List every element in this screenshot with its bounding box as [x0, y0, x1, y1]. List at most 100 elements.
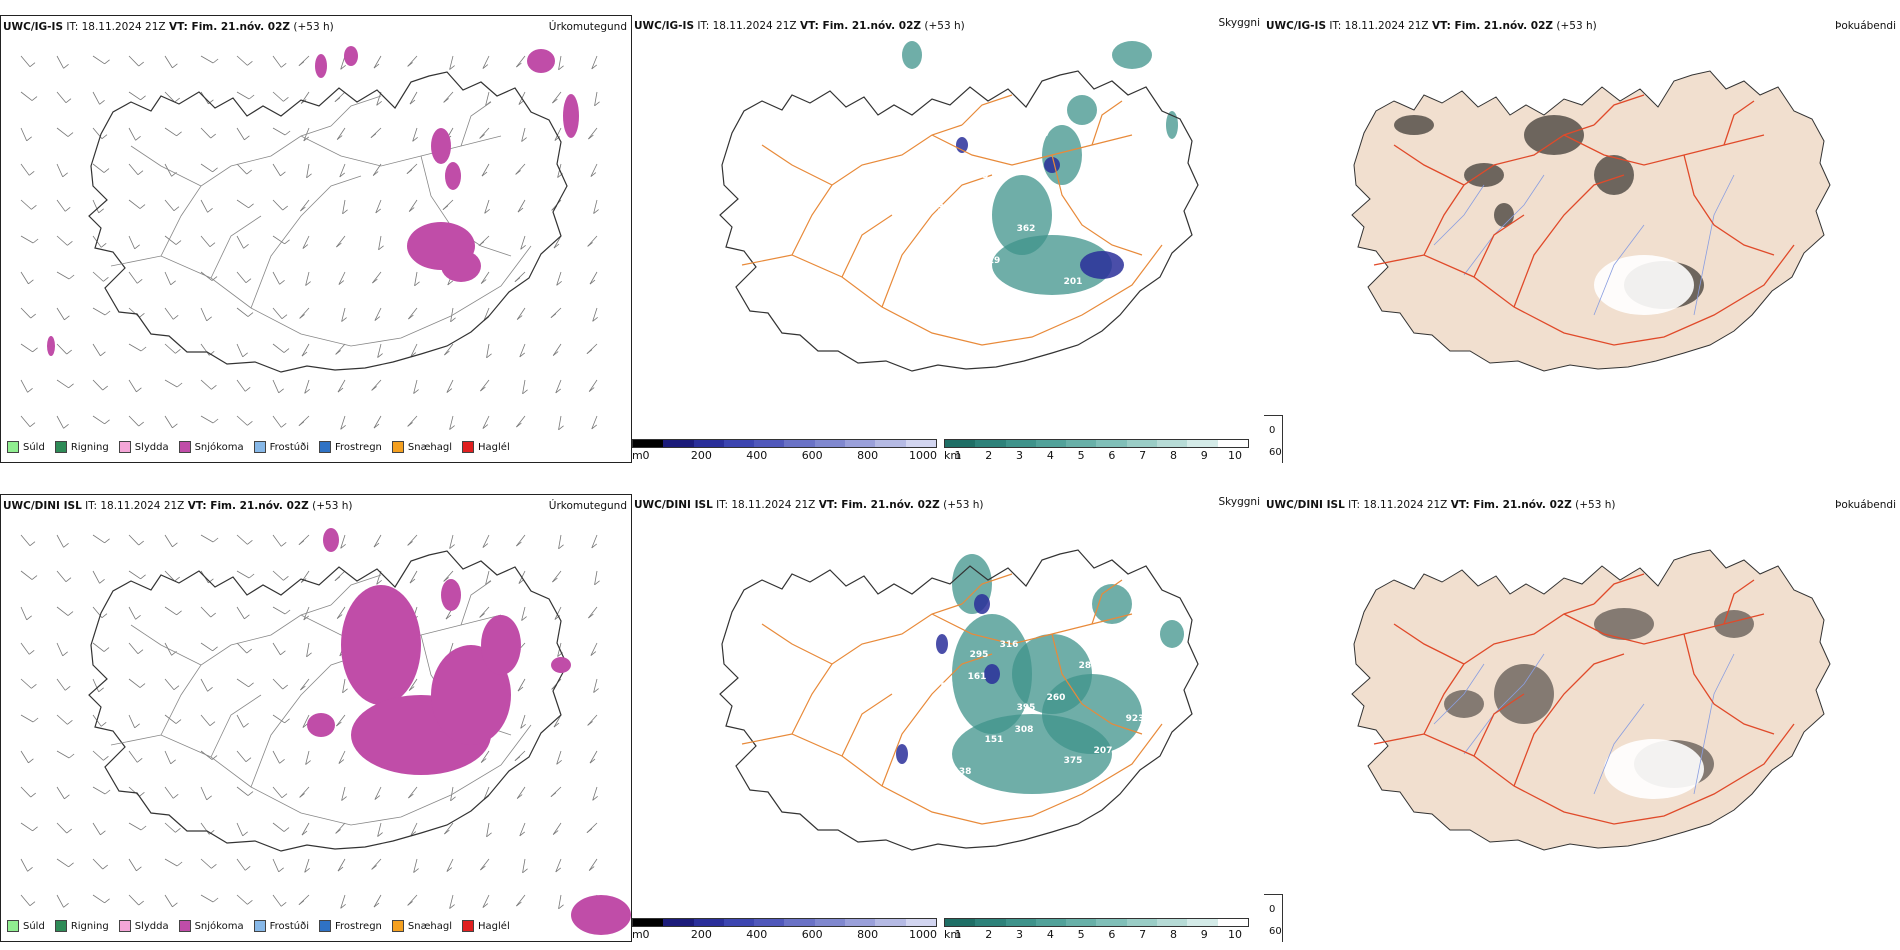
legend-label: Snæhagl — [407, 920, 453, 932]
scale-bar — [632, 439, 937, 448]
legend-item: Frostregn — [319, 441, 382, 453]
iceland-land — [1351, 549, 1831, 851]
legend-item: Rigning — [54, 920, 109, 932]
value-labels: 284 295 395 375 37 97 151 216 289 923 138 316 260 207… — [923, 597, 1160, 777]
scale-tick: 5 — [1077, 449, 1085, 462]
valid-time: VT: Fim. 21.nóv. 02Z — [187, 500, 309, 512]
valid-time: VT: Fim. 21.nóv. 02Z — [1431, 20, 1554, 32]
scale-swatch — [845, 440, 876, 447]
fog-map[interactable] — [1264, 494, 1900, 942]
road-network — [741, 573, 1163, 825]
lead-time: (+53 h) — [1556, 20, 1597, 32]
scale-tick: 7 — [1139, 928, 1147, 941]
scale-swatch — [1126, 919, 1158, 926]
scale-unit: km — [944, 449, 962, 462]
value-label: 97 — [941, 682, 954, 692]
legend-item: Rigning — [54, 441, 109, 453]
km-scale: km 1 2 3 4 5 6 7 8 9 10 — [944, 439, 1249, 463]
value-label: 201 — [1064, 277, 1083, 287]
scale-tick: 3 — [1016, 928, 1024, 941]
precip-map[interactable] — [1, 16, 632, 463]
scale-tick: 0 — [642, 928, 650, 941]
legend-item: Snjókoma — [178, 441, 244, 453]
scale-bar — [632, 918, 937, 927]
scale-tick: 400 — [746, 449, 768, 462]
scale-swatch — [1126, 440, 1158, 447]
snow-depth-panel-row2: UWC/DINI ISL IT: 18.11.2024 21Z VT: Fim.… — [632, 494, 1264, 942]
legend-item: Slydda — [118, 441, 169, 453]
value-label: 83 — [1129, 235, 1142, 245]
init-time: IT: 18.11.2024 21Z — [716, 499, 816, 511]
precip-map[interactable] — [1, 495, 632, 942]
value-labels: 384 105 362 201 19 328 19 207 195 83 60 — [923, 118, 1142, 298]
snow-depth-panel-row1: UWC/IG-IS IT: 18.11.2024 21Z VT: Fim. 21… — [632, 15, 1264, 463]
snow-depth-map[interactable]: 2842953953753797151216289923138316260207… — [632, 494, 1264, 942]
snow-areas — [47, 46, 579, 356]
panel-title: Úrkomutegund — [548, 500, 627, 512]
lead-time: (+53 h) — [943, 499, 984, 511]
legend-swatch — [118, 441, 131, 453]
legend-label: Snæhagl — [407, 441, 453, 453]
scale-tick: 9 — [1200, 449, 1208, 462]
scale-tick: 6 — [1108, 928, 1116, 941]
legend-swatch — [319, 441, 331, 453]
scale-tick: 10 — [1228, 928, 1242, 941]
scale-swatch — [693, 440, 724, 447]
scale-swatch — [814, 440, 846, 447]
lead-time: (+53 h) — [1575, 499, 1616, 511]
valid-time: VT: Fim. 21.nóv. 02Z — [818, 499, 940, 511]
scale-swatch — [1066, 440, 1097, 447]
legend-swatch — [178, 920, 191, 932]
scale-swatch — [1096, 440, 1127, 447]
legend-swatch — [178, 441, 191, 453]
scale-swatch — [1217, 919, 1248, 926]
km-scale: km 1 2 3 4 5 6 7 8 9 10 — [944, 918, 1249, 942]
value-label: 19 — [988, 256, 1001, 266]
value-label: 67 — [1065, 598, 1078, 608]
legend-label: Frostregn — [335, 920, 382, 932]
legend-label: Rigning — [70, 920, 109, 932]
scale-swatch — [875, 440, 906, 447]
lead-time: (+53 h) — [924, 20, 965, 32]
scale-tick: 1000 — [909, 928, 937, 941]
fog-legend-item: 60 — [1264, 923, 1282, 939]
scale-swatch — [845, 919, 876, 926]
legend-label: Frostregn — [335, 441, 382, 453]
scale-tick: 800 — [857, 928, 879, 941]
legend-label: Snjókoma — [194, 920, 244, 932]
scale-tick: 0 — [642, 449, 650, 462]
legend-item: Snjókoma — [178, 920, 244, 932]
scale-swatch — [754, 440, 785, 447]
legend-swatch — [54, 441, 67, 453]
scale-swatch — [693, 919, 724, 926]
legend-label: Súld — [23, 920, 45, 932]
scale-swatch — [633, 919, 664, 926]
legend-label: Frostúði — [269, 441, 309, 453]
fog-map[interactable] — [1264, 15, 1900, 463]
scale-swatch — [1005, 440, 1036, 447]
road-network — [110, 95, 532, 347]
scale-tick: 600 — [801, 449, 823, 462]
value-label: 60 — [956, 288, 969, 298]
scale-swatch — [784, 919, 815, 926]
scale-tick: 200 — [690, 928, 712, 941]
legend-swatch — [253, 920, 266, 932]
value-label: 375 — [1064, 756, 1083, 766]
scale-unit: km — [944, 928, 962, 941]
value-label: 161 — [968, 672, 987, 682]
scale-tick: 200 — [690, 449, 712, 462]
scale-ticks: m 0 200 400 600 800 1000 — [632, 928, 937, 942]
scale-ticks: km 1 2 3 4 5 6 7 8 9 10 — [944, 928, 1249, 942]
iceland-outline — [719, 70, 1199, 372]
panel-title: Skyggni — [1218, 496, 1261, 508]
fog-panel-row2: UWC/DINI ISL IT: 18.11.2024 21Z VT: Fim.… — [1264, 494, 1900, 942]
model-name: UWC/IG-IS — [3, 21, 64, 33]
iceland-outline — [719, 549, 1199, 851]
value-label: 207 — [1094, 746, 1113, 756]
legend-swatch — [54, 920, 67, 932]
init-time: IT: 18.11.2024 21Z — [697, 20, 797, 32]
scale-swatch — [1187, 440, 1218, 447]
scale-swatch — [663, 919, 694, 926]
scale-swatch — [1005, 919, 1036, 926]
